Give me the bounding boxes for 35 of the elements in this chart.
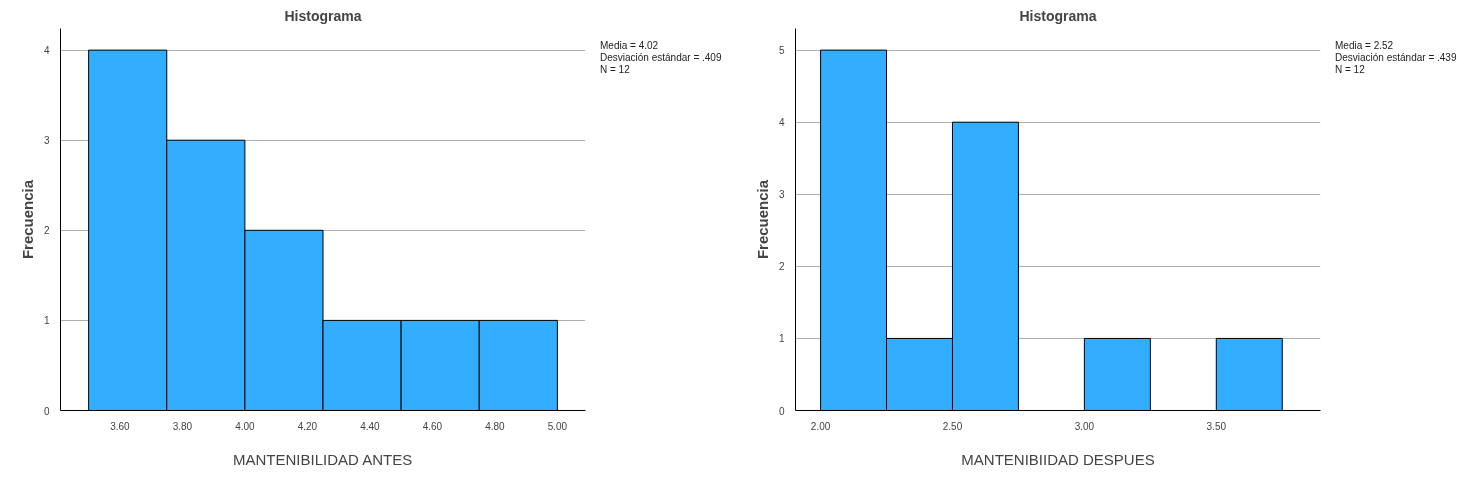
- x-tick-label: 4.60: [422, 420, 443, 432]
- y-tick-label: 4: [43, 45, 50, 57]
- y-tick-label: 2: [43, 225, 50, 237]
- x-tick-label: 3.00: [1074, 420, 1095, 432]
- y-tick-label: 1: [43, 315, 50, 327]
- text: Desviación estándar = .439: [1335, 52, 1457, 63]
- y-tick-label: 3: [43, 135, 50, 147]
- chart-title: Histograma: [284, 7, 362, 24]
- text: N = 12: [600, 64, 630, 75]
- x-tick-label: 5.00: [547, 420, 568, 432]
- y-tick-label: 3: [778, 189, 785, 201]
- x-axis-title: MANTENIBIIDAD DESPUES: [961, 450, 1155, 468]
- x-tick-label: 4.40: [360, 420, 381, 432]
- y-tick-label: 2: [778, 261, 785, 273]
- x-tick-label: 4.20: [297, 420, 318, 432]
- x-axis-title: MANTENIBILIDAD ANTES: [232, 450, 413, 468]
- y-axis-title: Frecuencia: [753, 179, 771, 260]
- y-tick-label: 0: [43, 405, 50, 417]
- x-tick-label: 3.60: [110, 420, 131, 432]
- y-axis-title: Frecuencia: [18, 179, 36, 260]
- x-tick-label: 2.50: [942, 420, 963, 432]
- y-tick-label: 0: [778, 405, 785, 417]
- y-tick-label: 1: [778, 333, 785, 345]
- chart-title: Histograma: [1019, 7, 1097, 24]
- y-tick-label: 4: [778, 117, 785, 129]
- text: Media = 4.02: [600, 40, 659, 51]
- y-tick-label: 5: [778, 45, 785, 57]
- x-tick-label: 3.50: [1206, 420, 1227, 432]
- x-tick-label: 4.00: [235, 420, 256, 432]
- text: Media = 2.52: [1335, 40, 1394, 51]
- text: Desviación estándar = .409: [600, 52, 722, 63]
- x-tick-label: 3.80: [172, 420, 193, 432]
- x-tick-label: 4.80: [485, 420, 506, 432]
- text: N = 12: [1335, 64, 1365, 75]
- x-tick-label: 2.00: [810, 420, 831, 432]
